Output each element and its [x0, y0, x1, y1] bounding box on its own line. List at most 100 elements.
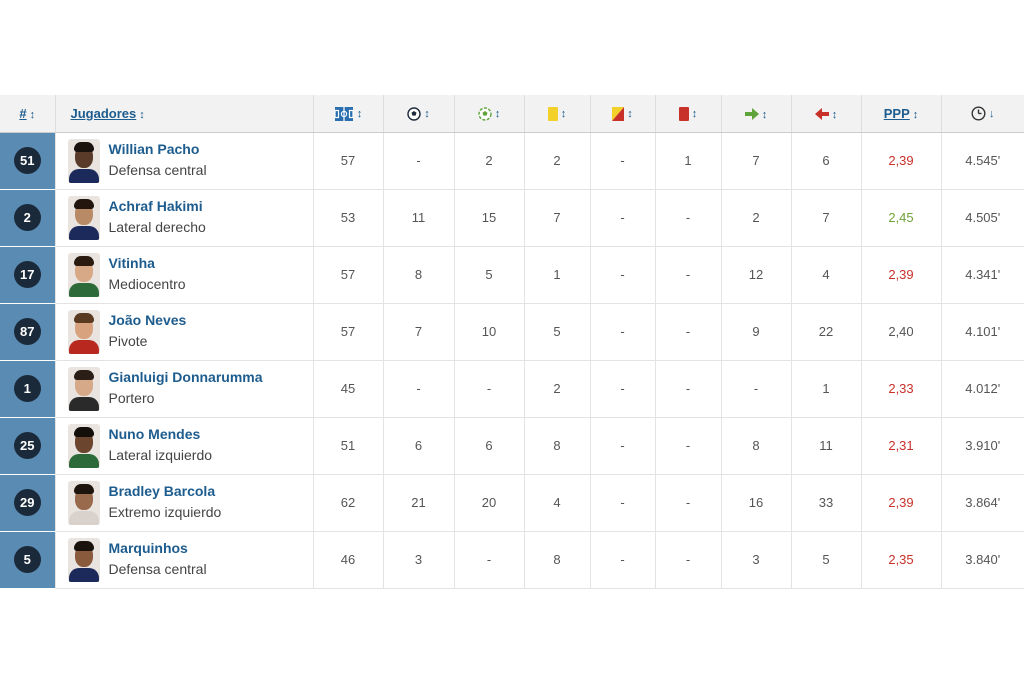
col-header-assists[interactable]: ↕: [454, 95, 525, 133]
table-row[interactable]: 25 Nuno Mendes Lateral izquierdo 51 6 6 8- -8 11…: [0, 417, 1024, 475]
col-header-subs-out[interactable]: ↕: [791, 95, 862, 133]
col-header-players[interactable]: Jugadores ↕: [55, 95, 314, 133]
sort-active-icon[interactable]: ↓: [989, 108, 995, 121]
stat-matches: 46: [313, 531, 384, 589]
col-header-yellow[interactable]: ↕: [524, 95, 591, 133]
stat-minutes: 4.012': [941, 360, 1024, 418]
sort-icon[interactable]: ↕: [139, 108, 145, 121]
stat-red: -: [655, 303, 722, 361]
stat-red: -: [655, 360, 722, 418]
stat-subs-out: 11: [791, 417, 862, 475]
stat-second-yellow: -: [590, 132, 656, 190]
stat-subs-out: 7: [791, 189, 862, 247]
player-avatar[interactable]: [67, 138, 100, 183]
sort-icon[interactable]: ↕: [424, 108, 430, 121]
stat-second-yellow: -: [590, 360, 656, 418]
stat-red: 1: [655, 132, 722, 190]
stat-subs-out: 5: [791, 531, 862, 589]
shirt-number-badge: 1: [13, 375, 41, 402]
stat-matches: 62: [313, 474, 384, 532]
player-name-link[interactable]: Nuno Mendes: [108, 426, 201, 442]
stat-minutes: 4.101': [941, 303, 1024, 361]
stat-yellow: 1: [524, 246, 591, 304]
col-header-red[interactable]: ↕: [655, 95, 722, 133]
player-avatar[interactable]: [67, 480, 100, 525]
stat-subs-in: 12: [721, 246, 792, 304]
player-name-link[interactable]: Willian Pacho: [108, 141, 200, 157]
sort-icon[interactable]: ↕: [494, 108, 501, 121]
table-row[interactable]: 2 Achraf Hakimi Lateral derecho 53 11 15 7- -2 7…: [0, 189, 1024, 247]
player-name-link[interactable]: Achraf Hakimi: [108, 198, 203, 214]
table-row[interactable]: 17 Vitinha Mediocentro 57 8 5 1- -12 4 2,39 4.341': [0, 246, 1024, 304]
stat-matches: 57: [313, 303, 384, 361]
sort-icon[interactable]: ↕: [831, 108, 838, 121]
clock-icon: [971, 106, 986, 121]
stat-minutes: 3.864': [941, 474, 1024, 532]
sub-in-arrow-icon: [744, 108, 759, 121]
table-row[interactable]: 29 Bradley Barcola Extremo izquierdo 62 21 20…: [0, 474, 1024, 532]
player-avatar[interactable]: [67, 537, 100, 582]
player-name-link[interactable]: Marquinhos: [108, 540, 188, 556]
stat-matches: 53: [313, 189, 384, 247]
player-avatar[interactable]: [67, 195, 100, 240]
table-row[interactable]: 1 Gianluigi Donnarumma Portero 45- -2- - -1 2,3…: [0, 360, 1024, 418]
player-position: Defensa central: [108, 162, 207, 178]
shirt-number-badge: 17: [13, 261, 41, 288]
stat-yellow: 7: [524, 189, 591, 247]
sort-icon[interactable]: ↕: [29, 108, 36, 121]
player-avatar[interactable]: [67, 309, 100, 354]
stat-matches: 45: [313, 360, 384, 418]
player-name-link[interactable]: Vitinha: [108, 255, 155, 271]
shirt-number-cell: 25: [0, 417, 56, 475]
sort-icon[interactable]: ↕: [356, 107, 363, 120]
col-header-minutes[interactable]: ↓: [941, 95, 1024, 133]
players-header-label[interactable]: Jugadores: [70, 105, 137, 121]
stat-assists: 2: [454, 132, 525, 190]
player-name-link[interactable]: Gianluigi Donnarumma: [108, 369, 263, 385]
player-cell: Bradley Barcola Extremo izquierdo: [55, 474, 314, 532]
player-cell: Gianluigi Donnarumma Portero: [55, 360, 314, 418]
col-header-ppp[interactable]: PPP ↕: [861, 95, 942, 133]
col-header-subs-in[interactable]: ↕: [721, 95, 792, 133]
sort-icon[interactable]: ↕: [560, 108, 567, 121]
col-header-number[interactable]: # ↕: [0, 95, 56, 133]
player-name-link[interactable]: João Neves: [108, 312, 187, 328]
sort-icon[interactable]: ↕: [691, 108, 698, 121]
stat-second-yellow: -: [590, 417, 656, 475]
stat-assists: 6: [454, 417, 525, 475]
stat-assists: -: [454, 531, 525, 589]
col-header-goals[interactable]: ↕: [383, 95, 455, 133]
table-header-row: # ↕ Jugadores ↕ ↕ ↕ ↕ ↕ ↕ ↕: [0, 95, 1024, 133]
table-row[interactable]: 51 Willian Pacho Defensa central 57-2 2-1 7 6 2…: [0, 132, 1024, 190]
stat-red: -: [655, 417, 722, 475]
stat-minutes: 4.505': [941, 189, 1024, 247]
stat-subs-in: 3: [721, 531, 792, 589]
player-avatar[interactable]: [67, 366, 100, 411]
ppp-header-label[interactable]: PPP: [883, 105, 910, 121]
stat-yellow: 2: [524, 360, 591, 418]
player-name-link[interactable]: Bradley Barcola: [108, 483, 216, 499]
player-avatar[interactable]: [67, 252, 100, 297]
stat-subs-in: 2: [721, 189, 792, 247]
table-row[interactable]: 87 João Neves Pivote 57 7 10 5- -9 22 2,40 4.101': [0, 303, 1024, 361]
player-position: Lateral derecho: [108, 219, 206, 235]
number-header-label[interactable]: #: [19, 105, 27, 121]
shirt-number-badge: 25: [13, 432, 41, 459]
col-header-second-yellow[interactable]: ↕: [590, 95, 656, 133]
stat-assists: 10: [454, 303, 525, 361]
sort-icon[interactable]: ↕: [912, 108, 919, 121]
stat-subs-in: -: [721, 360, 792, 418]
second-yellow-card-icon: [612, 107, 625, 122]
stat-ppp: 2,45: [861, 189, 942, 247]
red-card-icon: [678, 107, 689, 122]
stat-assists: 15: [454, 189, 525, 247]
table-row[interactable]: 5 Marquinhos Defensa central 46 3-8- -3 5 2,35 3…: [0, 531, 1024, 589]
stat-ppp: 2,39: [861, 474, 942, 532]
col-header-matches[interactable]: ↕: [313, 95, 384, 133]
player-avatar[interactable]: [67, 423, 100, 468]
stat-subs-out: 1: [791, 360, 862, 418]
sort-icon[interactable]: ↕: [627, 108, 633, 121]
sort-icon[interactable]: ↕: [761, 108, 768, 121]
stat-red: -: [655, 531, 722, 589]
shirt-number-cell: 1: [0, 360, 56, 418]
